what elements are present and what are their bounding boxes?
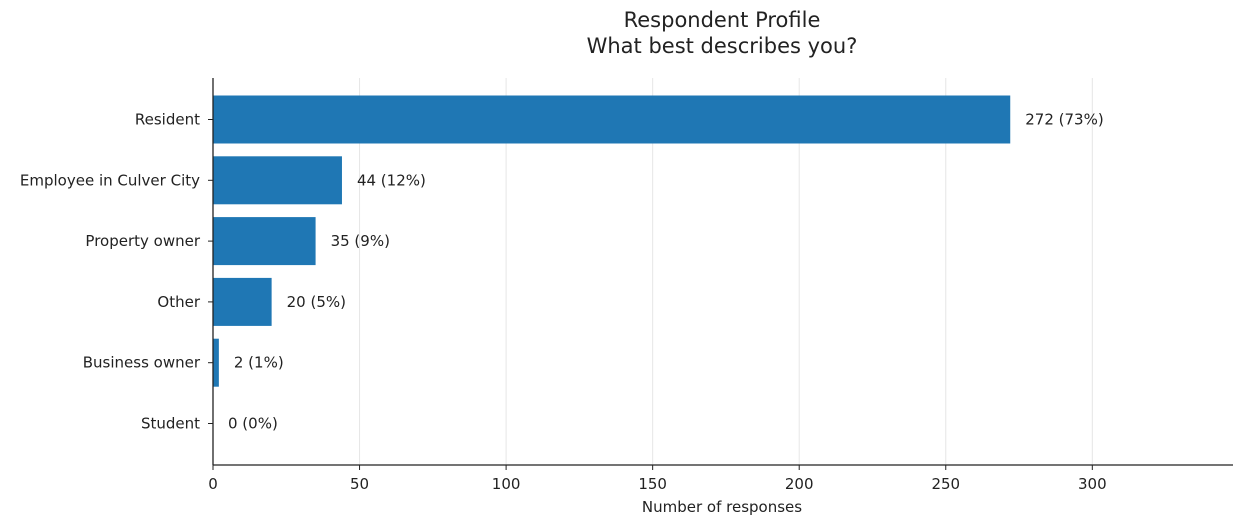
data-label-1: 44 (12%) (357, 171, 426, 189)
category-labels: Resident Employee in Culver City Property … (20, 111, 201, 433)
x-tick-label-5: 250 (931, 475, 960, 493)
category-label-5: Student (141, 415, 200, 433)
bar-2 (213, 217, 316, 266)
data-label-5: 0 (0%) (228, 415, 278, 433)
x-tick-label-6: 300 (1078, 475, 1107, 493)
x-tick-label-3: 150 (638, 475, 667, 493)
data-label-4: 2 (1%) (234, 354, 284, 372)
x-tick-label-1: 50 (350, 475, 369, 493)
category-label-2: Property owner (85, 232, 200, 250)
bar-3 (213, 277, 272, 326)
category-label-0: Resident (135, 111, 200, 129)
bar-1 (213, 156, 342, 205)
category-label-3: Other (157, 293, 200, 311)
data-label-2: 35 (9%) (331, 232, 390, 250)
bar-4 (213, 338, 219, 387)
chart-title: Respondent Profile (624, 8, 821, 32)
data-labels: 272 (73%) 44 (12%) 35 (9%) 20 (5%) 2 (1%) 0 (… (228, 111, 1104, 433)
bars (213, 95, 1011, 387)
chart-subtitle: What best describes you? (587, 34, 858, 58)
x-tick-label-4: 200 (785, 475, 814, 493)
x-tick-label-0: 0 (208, 475, 218, 493)
x-ticks: 0 50 100 150 200 250 300 (208, 465, 1107, 493)
axes (208, 78, 1233, 466)
data-label-3: 20 (5%) (287, 293, 346, 311)
x-axis-label: Number of responses (642, 498, 802, 516)
data-label-0: 272 (73%) (1025, 111, 1103, 129)
category-label-4: Business owner (83, 354, 201, 372)
bar-0 (213, 95, 1011, 144)
x-tick-label-2: 100 (492, 475, 521, 493)
category-label-1: Employee in Culver City (20, 171, 200, 189)
